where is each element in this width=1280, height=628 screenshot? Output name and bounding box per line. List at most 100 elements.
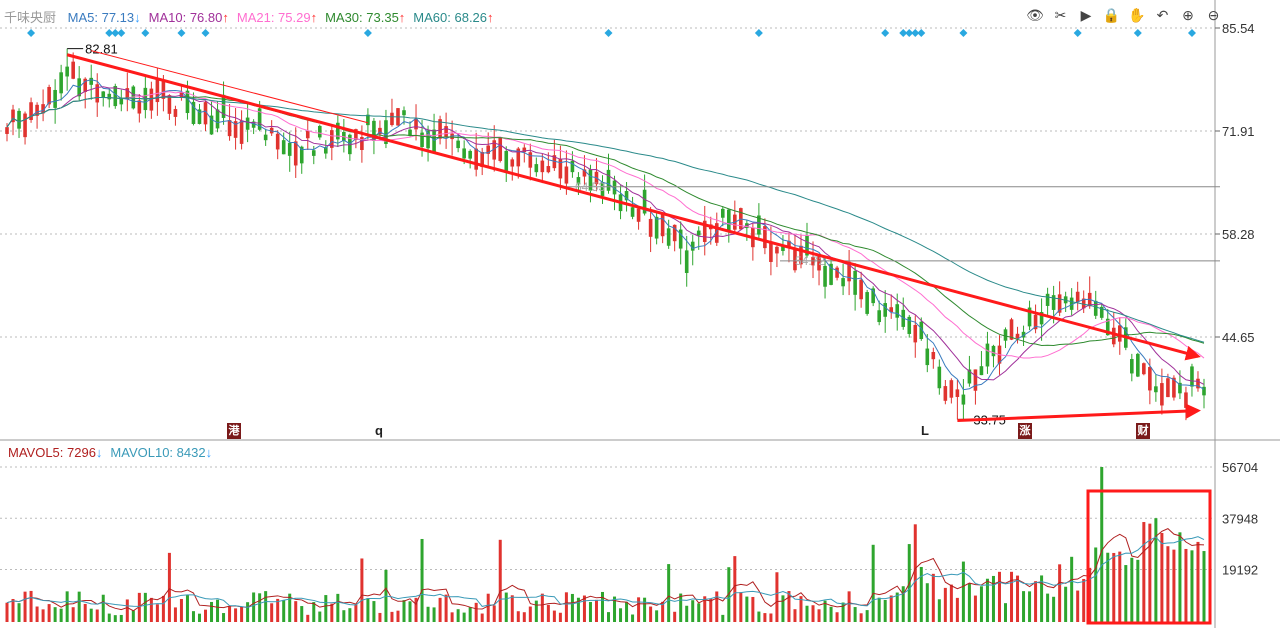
candle-body-131 xyxy=(793,247,797,271)
volume-bar-83 xyxy=(504,592,508,622)
volume-bar-37 xyxy=(228,606,232,622)
candle-body-148 xyxy=(895,304,900,318)
lock-icon[interactable]: 🔒 xyxy=(1102,7,1121,23)
candle-body-110 xyxy=(666,228,671,246)
volume-bar-170 xyxy=(1028,591,1032,622)
volume-bar-105 xyxy=(637,597,641,622)
price-tick-label-1: 71.91 xyxy=(1222,124,1255,139)
ma-legend-item-2: MA21: 75.29↑ xyxy=(236,10,318,25)
candle-body-182 xyxy=(1099,306,1104,318)
marker-zhang[interactable]: 涨 xyxy=(1018,423,1032,439)
volume-bar-112 xyxy=(679,593,683,622)
zoom-out-icon[interactable]: ⊖ xyxy=(1207,7,1220,23)
volume-bar-74 xyxy=(450,612,454,622)
marker-gang[interactable]: 港 xyxy=(227,423,241,439)
candle-body-118 xyxy=(714,223,719,243)
zoom-in-icon[interactable]: ⊕ xyxy=(1182,7,1194,23)
candle-body-36 xyxy=(221,94,226,118)
volume-bar-159 xyxy=(961,561,965,622)
candle-body-87 xyxy=(528,152,533,168)
candle-body-185 xyxy=(1117,325,1122,342)
candle-body-58 xyxy=(354,129,358,140)
volume-bar-188 xyxy=(1136,559,1140,622)
volume-bar-47 xyxy=(288,593,292,622)
candle-body-35 xyxy=(215,109,220,129)
candle-body-41 xyxy=(251,121,256,128)
volume-bar-161 xyxy=(973,595,977,622)
volume-bar-148 xyxy=(895,592,899,622)
candle-body-16 xyxy=(101,91,106,98)
candle-body-171 xyxy=(1033,314,1038,330)
candle-body-139 xyxy=(841,278,845,287)
play-icon[interactable]: ▶ xyxy=(1080,7,1092,23)
volume-bar-25 xyxy=(155,604,159,622)
candle-body-85 xyxy=(516,148,521,167)
volume-bar-199 xyxy=(1202,551,1206,622)
candle-body-33 xyxy=(203,102,208,125)
volume-bar-124 xyxy=(751,596,755,622)
candle-body-199 xyxy=(1202,386,1206,396)
hand-icon[interactable]: ✋ xyxy=(1128,7,1146,23)
candle-body-7 xyxy=(47,86,51,105)
volume-bar-99 xyxy=(600,591,604,622)
volume-bar-121 xyxy=(733,556,737,622)
volume-bar-95 xyxy=(576,597,580,622)
volume-bar-50 xyxy=(306,614,310,622)
volume-bar-33 xyxy=(204,609,208,622)
volume-bar-177 xyxy=(1070,556,1074,622)
marker-q[interactable]: q xyxy=(375,423,383,438)
volume-bar-198 xyxy=(1196,541,1200,622)
volume-bar-93 xyxy=(564,592,568,622)
volume-bar-31 xyxy=(191,611,195,622)
candle-body-178 xyxy=(1075,291,1080,303)
candle-body-72 xyxy=(438,119,442,139)
volume-bar-181 xyxy=(1094,547,1098,622)
candle-body-69 xyxy=(420,132,424,147)
signal-diamond-2 xyxy=(111,29,120,37)
signal-diamond-8 xyxy=(604,29,613,37)
volume-bar-38 xyxy=(234,608,238,622)
volume-bar-68 xyxy=(414,597,418,622)
candle-body-187 xyxy=(1130,359,1134,374)
signal-diamond-15 xyxy=(959,29,968,37)
eye-icon[interactable]: 👁 xyxy=(1026,7,1044,23)
candle-body-22 xyxy=(137,100,142,114)
volume-bar-67 xyxy=(408,601,412,622)
volume-bar-3 xyxy=(23,591,27,622)
candle-body-166 xyxy=(1003,329,1008,341)
candle-body-111 xyxy=(672,224,677,242)
candle-body-45 xyxy=(275,133,280,150)
marker-cai[interactable]: 财 xyxy=(1136,423,1150,439)
volume-bar-128 xyxy=(775,572,779,622)
stock-name: 千味央厨 xyxy=(4,10,57,25)
signal-diamond-16 xyxy=(1073,29,1082,37)
candle-body-63 xyxy=(384,120,388,144)
volume-bar-75 xyxy=(456,609,460,622)
undo-icon[interactable]: ↶ xyxy=(1156,7,1169,23)
high-annotation-label: 82.81 xyxy=(85,42,118,57)
candle-body-138 xyxy=(835,267,839,278)
volume-bar-106 xyxy=(643,597,647,622)
volume-bar-94 xyxy=(570,593,574,622)
mavol5-line xyxy=(6,528,1205,612)
volume-bar-147 xyxy=(889,595,893,622)
candle-body-194 xyxy=(1172,377,1176,398)
volume-bar-178 xyxy=(1076,590,1080,622)
volume-bar-9 xyxy=(59,608,63,622)
candle-body-73 xyxy=(444,126,448,137)
candle-body-183 xyxy=(1105,318,1110,336)
candle-body-142 xyxy=(859,279,863,300)
volume-bar-196 xyxy=(1184,548,1188,622)
candle-body-112 xyxy=(678,229,683,249)
vol-legend-item-0: MAVOL5: 7296↓ xyxy=(8,445,103,460)
mavol10-line xyxy=(6,536,1205,608)
candle-body-97 xyxy=(588,169,593,191)
candle-body-14 xyxy=(89,77,94,85)
candle-body-173 xyxy=(1045,293,1050,306)
marker-l[interactable]: L xyxy=(921,423,929,438)
volume-bar-189 xyxy=(1142,522,1146,622)
candle-body-90 xyxy=(546,166,551,173)
candle-body-169 xyxy=(1021,331,1026,338)
scissors-icon[interactable]: ✂ xyxy=(1054,7,1067,23)
candle-body-162 xyxy=(979,366,984,376)
